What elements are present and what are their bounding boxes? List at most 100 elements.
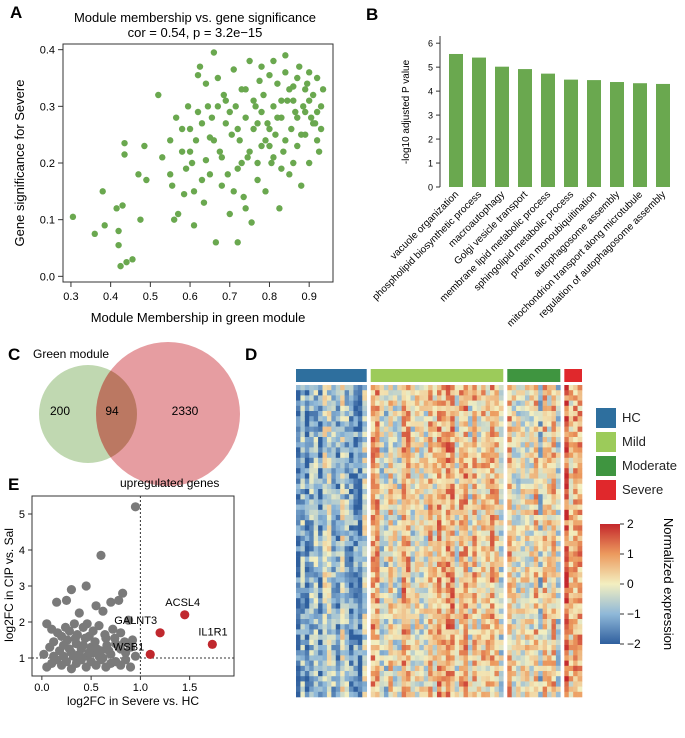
d-heatmap-cell	[511, 499, 517, 505]
d-heatmap-cell	[577, 608, 583, 615]
d-heatmap-cell	[507, 567, 513, 573]
d-heatmap-cell	[326, 478, 332, 485]
d-heatmap-cell	[318, 660, 323, 667]
d-heatmap-cell	[392, 582, 398, 589]
d-heatmap-cell	[524, 431, 530, 438]
d-heatmap-cell	[375, 535, 380, 542]
a-data-point	[200, 199, 208, 206]
d-heatmap-cell	[388, 530, 394, 537]
panel-a-scatter: Module membership vs. gene significance …	[12, 10, 334, 325]
d-heatmap-cell	[392, 686, 398, 693]
d-heatmap-cell	[326, 426, 332, 433]
d-heatmap-cell	[507, 499, 513, 505]
d-heatmap-cell	[304, 551, 310, 557]
d-heatmap-cell	[445, 660, 451, 667]
d-heatmap-cell	[437, 442, 442, 448]
d-heatmap-cell	[335, 515, 341, 521]
d-heatmap-cell	[304, 645, 310, 651]
d-heatmap-cell	[542, 515, 548, 521]
d-heatmap-cell	[507, 426, 513, 433]
d-heatmap-cell	[494, 489, 500, 495]
d-heatmap-cell	[441, 629, 447, 635]
d-heatmap-cell	[410, 437, 416, 443]
e-highlight-label: ACSL4	[165, 597, 200, 609]
d-heatmap-cell	[524, 660, 530, 667]
d-heatmap-cell	[401, 452, 407, 459]
d-heatmap-cell	[467, 593, 473, 599]
d-heatmap-cell	[577, 681, 583, 687]
d-heatmap-cell	[313, 390, 319, 396]
d-heatmap-cell	[441, 416, 447, 422]
d-heatmap-cell	[485, 686, 491, 693]
d-heatmap-cell	[542, 494, 548, 500]
d-heatmap-cell	[555, 551, 561, 557]
d-heatmap-cell	[414, 676, 420, 682]
d-heatmap-cell	[520, 504, 526, 511]
d-heatmap-cell	[498, 489, 504, 495]
d-heatmap-cell	[564, 442, 570, 448]
d-heatmap-cell	[445, 535, 451, 542]
d-heatmap-cell	[340, 613, 345, 620]
d-heatmap-cell	[533, 619, 539, 625]
d-heatmap-cell	[340, 556, 345, 563]
d-heatmap-cell	[428, 629, 433, 635]
d-heatmap-cell	[516, 572, 521, 578]
d-heatmap-cell	[428, 650, 433, 656]
d-heatmap-cell	[428, 473, 433, 479]
d-heatmap-cell	[300, 447, 306, 453]
d-heatmap-cell	[309, 587, 314, 594]
d-heatmap-cell	[441, 676, 447, 682]
d-heatmap-cell	[538, 468, 543, 474]
d-heatmap-cell	[349, 593, 354, 599]
d-heatmap-cell	[344, 530, 350, 537]
d-heatmap-cell	[349, 447, 354, 453]
d-heatmap-cell	[397, 463, 402, 469]
d-heatmap-cell	[538, 582, 543, 589]
d-heatmap-cell	[388, 665, 394, 672]
d-heatmap-cell	[300, 598, 306, 604]
d-heatmap-cell	[481, 504, 486, 511]
d-heatmap-cell	[476, 676, 482, 682]
e-data-point	[92, 644, 102, 654]
d-heatmap-cell	[401, 421, 407, 427]
d-heatmap-cell	[555, 556, 561, 563]
d-heatmap-cell	[551, 650, 557, 656]
d-heatmap-cell	[326, 561, 332, 568]
d-heatmap-cell	[511, 400, 517, 407]
d-heatmap-cell	[445, 546, 451, 552]
d-heatmap-cell	[423, 525, 429, 531]
d-heatmap-cell	[533, 561, 539, 568]
d-heatmap-cell	[573, 593, 578, 599]
d-heatmap-cell	[498, 645, 504, 651]
d-heatmap-cell	[335, 639, 341, 646]
d-heatmap-cell	[467, 655, 473, 661]
d-heatmap-cell	[300, 499, 306, 505]
d-heatmap-cell	[318, 426, 323, 433]
d-heatmap-cell	[401, 478, 407, 485]
d-heatmap-cell	[383, 567, 389, 573]
d-heatmap-cell	[423, 395, 429, 401]
d-heatmap-cell	[331, 619, 337, 625]
d-heatmap-cell	[533, 525, 539, 531]
d-heatmap-cell	[577, 437, 583, 443]
d-heatmap-cell	[362, 608, 368, 615]
d-heatmap-cell	[573, 603, 578, 609]
d-heatmap-cell	[476, 665, 482, 672]
d-heatmap-cell	[406, 546, 411, 552]
d-heatmap-cell	[414, 650, 420, 656]
b-bar	[518, 69, 532, 187]
d-heatmap-cell	[476, 525, 482, 531]
d-heatmap-cell	[397, 593, 402, 599]
d-heatmap-cell	[340, 390, 345, 396]
d-heatmap-cell	[318, 520, 323, 526]
d-heatmap-cell	[322, 551, 328, 557]
d-heatmap-cell	[463, 541, 469, 547]
d-heatmap-cell	[476, 691, 482, 698]
d-heatmap-cell	[353, 634, 359, 641]
d-heatmap-cell	[375, 572, 380, 578]
d-heatmap-cell	[410, 405, 416, 412]
d-heatmap-cell	[463, 551, 469, 557]
a-data-point	[91, 230, 98, 238]
d-heatmap-cell	[437, 582, 442, 589]
d-heatmap-cell	[459, 650, 464, 656]
